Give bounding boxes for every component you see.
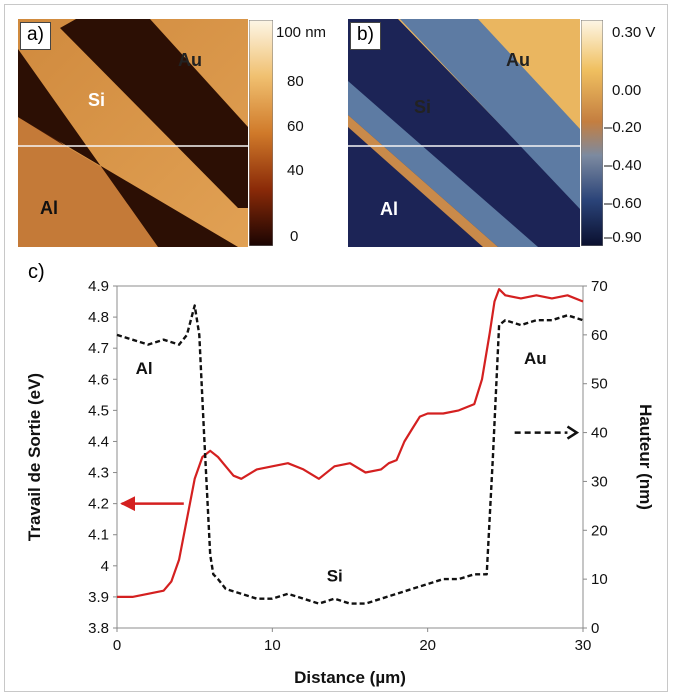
y-tick-label: 4.2 <box>88 496 109 513</box>
x-tick-label: 30 <box>575 637 592 654</box>
y2-tick-label: 10 <box>591 571 608 588</box>
x-tick-label: 10 <box>264 637 281 654</box>
y-tick-label: 4.4 <box>88 433 109 450</box>
colorbar-a-tick: 60 <box>287 118 304 135</box>
y-axis-title: Travail de Sortie (eV) <box>25 373 44 541</box>
colorbar-a-tick: 0 <box>290 228 299 245</box>
height-series-line <box>116 304 584 605</box>
panel-b-map <box>348 19 580 247</box>
y2-axis-title: Hauteur (nm) <box>636 404 655 510</box>
y-tick-label: 4.5 <box>88 402 109 419</box>
plot-border <box>116 285 584 629</box>
si-strip-a <box>60 19 248 208</box>
right-axis-arrow-head <box>566 425 580 440</box>
y2-tick-label: 30 <box>591 473 608 490</box>
x-tick-label: 20 <box>419 637 436 654</box>
colorbar-b-tick: 0.00 <box>612 82 642 99</box>
region-label-si-a: Si <box>88 90 106 110</box>
colorbar-a-tick: 40 <box>287 162 304 179</box>
chart-series <box>116 288 584 605</box>
edge-b <box>348 115 498 247</box>
y2-tick-label: 60 <box>591 327 608 344</box>
y-tick-label: 4.3 <box>88 465 109 482</box>
y2-tick-label: 70 <box>591 278 608 295</box>
region-label-au-b: Au <box>506 50 530 70</box>
region-label-al-a: Al <box>40 198 58 218</box>
y-tick-label: 4.1 <box>88 527 109 544</box>
annotation-si: Si <box>327 567 343 586</box>
colorbar-b-tick: –0.60 <box>604 195 642 212</box>
profile-chart: 3.8 3.9 4 4.1 4.2 4.3 4.4 4.5 4.6 4.7 4.8 4.9 0 10 20 3… <box>25 278 655 687</box>
colorbar-b <box>581 20 603 246</box>
y-tick-label: 3.8 <box>88 620 109 637</box>
y-tick-label: 4.9 <box>88 278 109 295</box>
annotation-al: Al <box>136 359 153 378</box>
annotation-au: Au <box>524 349 547 368</box>
panel-b-label: b) <box>350 22 381 50</box>
work-function-series-line <box>117 288 584 598</box>
colorbar-a <box>249 20 273 246</box>
x-axis-title: Distance (µm) <box>294 668 406 687</box>
colorbar-b-tick: –0.20 <box>604 119 642 136</box>
si-band-b <box>348 81 538 247</box>
y2-tick-label: 20 <box>591 522 608 539</box>
colorbar-a-tick: 80 <box>287 73 304 90</box>
colorbar-b-tick: –0.90 <box>604 229 642 246</box>
chart-axes: 3.8 3.9 4 4.1 4.2 4.3 4.4 4.5 4.6 4.7 4.8 4.9 0 10 20 3… <box>88 278 608 654</box>
y2-tick-label: 0 <box>591 620 599 637</box>
panel-c-label: c) <box>28 261 45 283</box>
y2-tick-label: 50 <box>591 376 608 393</box>
y2-tick-label: 40 <box>591 425 608 442</box>
panel-a-map <box>18 19 248 247</box>
y-tick-label: 4.7 <box>88 340 109 357</box>
figure-frame <box>4 4 668 692</box>
colorbar-b-tick: 0.30 V <box>612 24 656 41</box>
y-tick-label: 4.6 <box>88 371 109 388</box>
al-region-a <box>18 117 238 247</box>
panel-a-label: a) <box>20 22 51 50</box>
chart-labels: Distance (µm) Travail de Sortie (eV) Haute… <box>25 349 655 687</box>
region-label-al-b: Al <box>380 199 398 219</box>
y-tick-label: 4 <box>101 558 109 575</box>
y-tick-label: 3.9 <box>88 589 109 606</box>
colorbar-b-tick: –0.40 <box>604 157 642 174</box>
x-tick-label: 0 <box>113 637 121 654</box>
si-strip-b <box>400 19 580 209</box>
region-label-si-b: Si <box>414 97 432 117</box>
al-region-b <box>348 19 580 247</box>
colorbar-a-tick: 100 nm <box>276 24 327 41</box>
y-tick-label: 4.8 <box>88 309 109 326</box>
region-label-au-a: Au <box>178 50 202 70</box>
